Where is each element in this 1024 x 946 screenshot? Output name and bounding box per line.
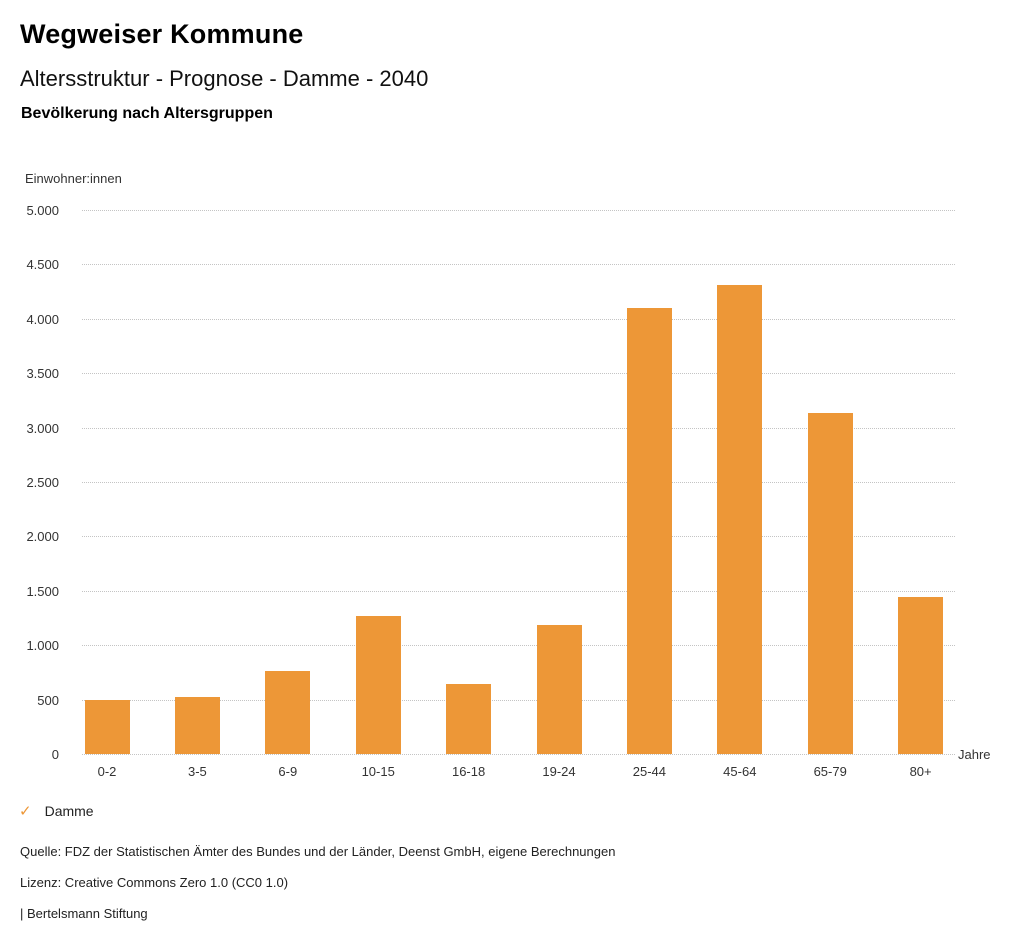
y-tick-4.500: 4.500: [26, 257, 59, 273]
y-tick-0: 0: [51, 747, 59, 762]
page-title: Altersstruktur - Prognose - Damme - 2040: [20, 66, 429, 91]
y-tick-2.000: 2.000: [26, 529, 59, 545]
chart-title: Bevölkerung nach Altersgruppen: [21, 105, 273, 122]
source-text: Quelle: FDZ der Statistischen Ämter des …: [20, 844, 616, 859]
x-tick-6-9: 6-9: [278, 764, 298, 779]
check-icon: ✓: [19, 802, 32, 820]
x-tick-45-64: 45-64: [723, 764, 757, 779]
x-tick-19-24: 19-24: [542, 764, 576, 779]
bar-65-79[interactable]: [807, 413, 853, 754]
attribution-text: | Bertelsmann Stiftung: [20, 906, 148, 921]
y-tick-3.000: 3.000: [26, 420, 59, 436]
x-tick-10-15: 10-15: [361, 764, 395, 779]
license-text: Lizenz: Creative Commons Zero 1.0 (CC0 1…: [20, 875, 289, 890]
x-tick-80+: 80+: [909, 764, 932, 779]
y-axis-label: Einwohner:innen: [25, 171, 122, 186]
y-tick-1.000: 1.000: [26, 638, 59, 654]
y-tick-4.000: 4.000: [26, 311, 59, 327]
gridline-2.500: [82, 482, 955, 483]
y-tick-3.500: 3.500: [26, 366, 59, 382]
bar-6-9[interactable]: [265, 671, 311, 754]
bar-3-5[interactable]: [174, 696, 220, 754]
x-tick-65-79: 65-79: [813, 764, 847, 779]
y-tick-500: 500: [37, 692, 59, 708]
legend-item-damme[interactable]: ✓ Damme: [19, 803, 94, 819]
gridline-500: [82, 699, 955, 701]
gridline-1.500: [82, 590, 955, 592]
brand-title: Wegweiser Kommune: [20, 19, 304, 49]
plot-area: [82, 210, 955, 755]
bar-19-24[interactable]: [536, 625, 582, 754]
bar-45-64[interactable]: [717, 285, 763, 754]
bar-16-18[interactable]: [446, 683, 492, 754]
gridline-0: [82, 754, 955, 755]
legend-label: Damme: [44, 803, 94, 819]
gridline-1.000: [82, 645, 955, 647]
bar-10-15[interactable]: [355, 616, 401, 754]
y-tick-5.000: 5.000: [26, 203, 59, 218]
gridline-5.000: [82, 210, 955, 211]
y-tick-2.500: 2.500: [26, 475, 59, 490]
gridline-4.000: [82, 318, 955, 320]
gridline-2.000: [82, 536, 955, 538]
x-axis-ticks: 0-2 3-5 6-9 10-15 16-18 19-24 25-44 45-64 65-79 8…: [82, 764, 955, 784]
gridline-3.000: [82, 427, 955, 429]
x-tick-16-18: 16-18: [451, 764, 486, 779]
bar-80+[interactable]: [898, 596, 944, 754]
x-axis-label: Jahre: [958, 747, 991, 762]
x-tick-0-2: 0-2: [97, 764, 117, 779]
bar-0-2[interactable]: [84, 700, 130, 754]
gridline-3.500: [82, 373, 955, 375]
x-tick-3-5: 3-5: [187, 764, 207, 779]
x-tick-25-44: 25-44: [632, 764, 667, 779]
y-axis-ticks: 0 500 1.000 1.500 2.000 2.500 3.000 3.500 4.000 4…: [0, 204, 59, 761]
gridline-4.500: [82, 264, 955, 266]
y-tick-1.500: 1.500: [26, 583, 59, 599]
bar-25-44[interactable]: [626, 307, 672, 754]
